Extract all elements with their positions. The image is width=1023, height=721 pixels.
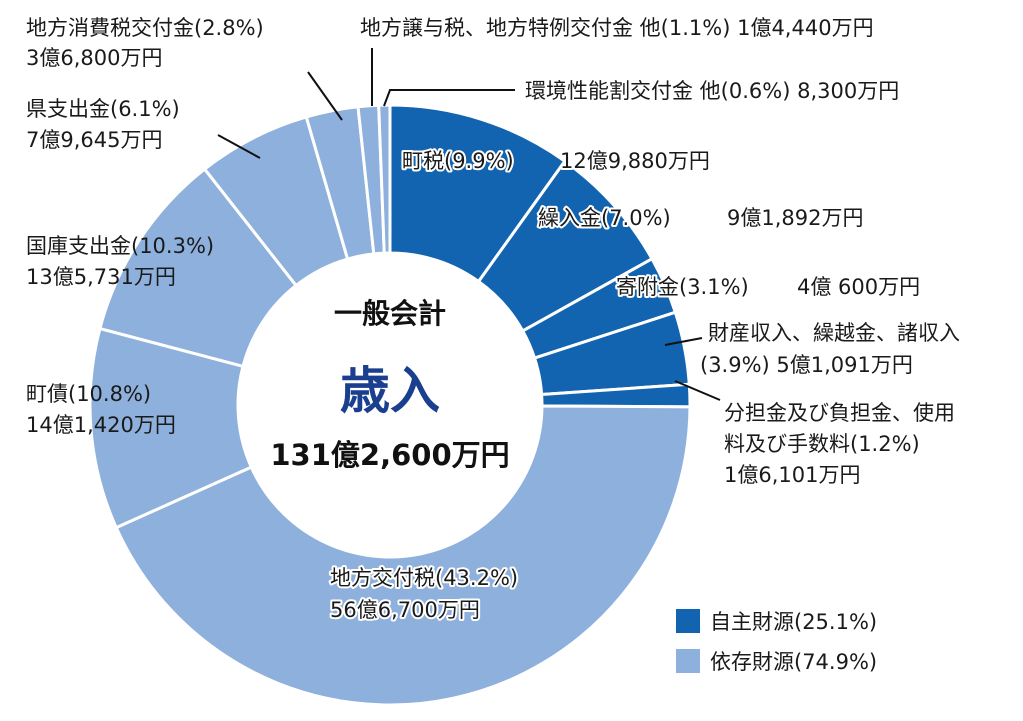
legend: 自主財源(25.1%) 依存財源(74.9%) xyxy=(676,609,877,674)
slice-kankyo xyxy=(377,103,392,255)
center-main-label: 歳入 xyxy=(340,362,440,420)
label-kurire-1: 繰入金(7.0%) xyxy=(538,206,671,230)
label-chousai-1: 町債(10.8%) xyxy=(26,382,151,406)
leader-line-shouhizei xyxy=(307,71,343,121)
label-chouzei-1: 町税(9.9%) xyxy=(402,149,514,173)
legend-label-izon: 依存財源(74.9%) xyxy=(710,650,877,674)
slice-koufuzei xyxy=(114,404,692,707)
legend-label-jishu: 自主財源(25.1%) xyxy=(710,610,877,634)
label-kurire-2: 9億1,892万円 xyxy=(727,206,863,230)
center-total: 131億2,600万円 xyxy=(270,438,509,472)
label-buntan-3: 1億6,101万円 xyxy=(724,463,860,487)
label-chouzei-2: 12億9,880万円 xyxy=(560,149,710,173)
label-kokko-2: 13億5,731万円 xyxy=(26,265,176,289)
label-koufuzei-2: 56億6,700万円 xyxy=(330,598,480,622)
label-kifu-1: 寄附金(3.1%) xyxy=(616,275,749,299)
leader-line-buntan xyxy=(674,380,721,401)
slices-group xyxy=(88,103,692,707)
label-zaisan-2: (3.9%) 5億1,091万円 xyxy=(700,353,913,377)
legend-swatch-izon xyxy=(676,649,700,673)
legend-swatch-jishu xyxy=(676,609,700,633)
label-jouyozei: 地方譲与税、地方特例交付金 他(1.1%) 1億4,440万円 xyxy=(360,16,874,40)
label-shouhizei-2: 3億6,800万円 xyxy=(26,46,162,70)
label-chousai-2: 14億1,420万円 xyxy=(26,413,176,437)
label-kenshishutsu-1: 県支出金(6.1%) xyxy=(26,97,180,121)
center-title: 一般会計 xyxy=(334,297,446,330)
label-kifu-2: 4億 600万円 xyxy=(797,275,920,299)
label-shouhizei-1: 地方消費税交付金(2.8%) xyxy=(26,16,264,40)
label-kankyo: 環境性能割交付金 他(0.6%) 8,300万円 xyxy=(525,79,899,103)
leader-line-zaisan xyxy=(664,337,703,346)
label-buntan-2: 料及び手数料(1.2%) xyxy=(724,432,920,456)
leader-line-kenshishutsu xyxy=(217,134,261,159)
label-kenshishutsu-2: 7億9,645万円 xyxy=(26,128,162,152)
label-zaisan-1: 財産収入、繰越金、諸収入 xyxy=(708,321,960,345)
leader-line-kankyo xyxy=(383,89,515,107)
label-buntan-1: 分担金及び負担金、使用 xyxy=(724,401,955,425)
leader-lines xyxy=(217,48,721,401)
label-kokko-1: 国庫支出金(10.3%) xyxy=(26,234,214,258)
label-koufuzei-1: 地方交付税(43.2%) xyxy=(330,566,518,590)
